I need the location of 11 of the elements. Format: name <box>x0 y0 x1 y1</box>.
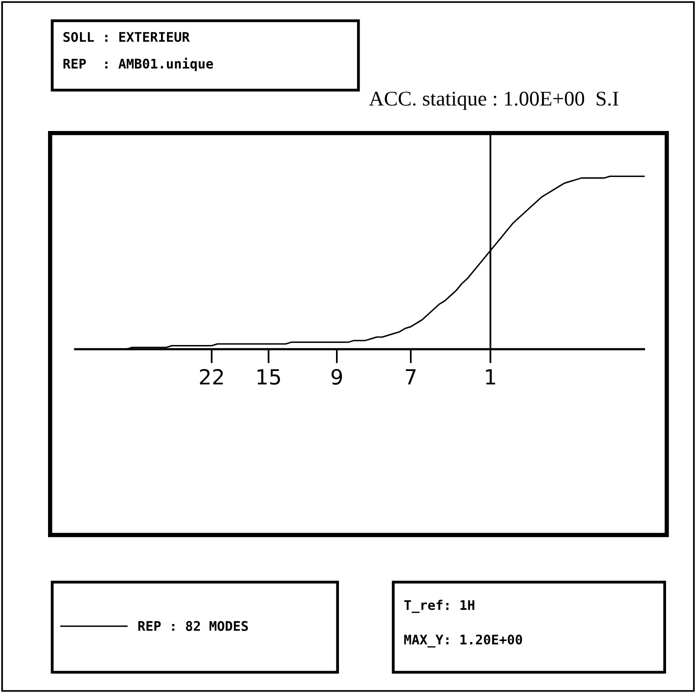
x-tick-label: 7 <box>406 369 416 384</box>
x-tick-label: 15 <box>258 369 280 385</box>
text: T_ref: 1H <box>404 600 474 613</box>
x-tick-label: 9 <box>332 368 342 385</box>
x-tick-label: 1 <box>486 369 496 384</box>
text: SOLL : EXTERIEUR <box>63 32 190 42</box>
chart-title: ACC. statique : 1.00E+00 S.I <box>369 92 618 110</box>
text: MAX_Y: 1.20E+00 <box>404 634 522 648</box>
x-tick-label: 22 <box>200 368 223 384</box>
text: REP : AMB01.unique <box>64 58 214 72</box>
legend-label: REP : 82 MODES <box>138 621 248 631</box>
